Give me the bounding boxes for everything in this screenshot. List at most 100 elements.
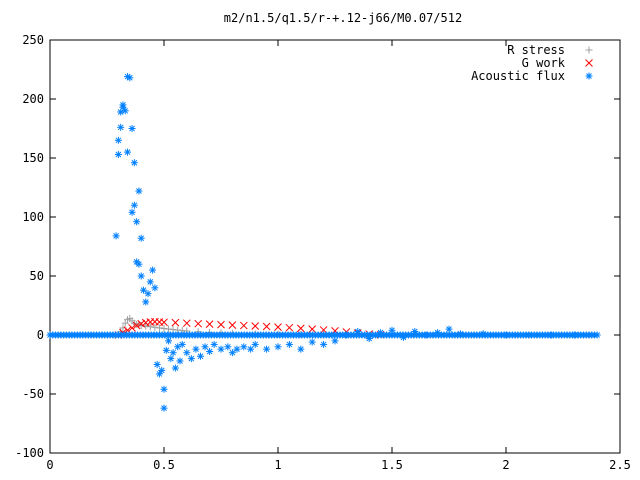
series-acoustic-flux	[46, 73, 601, 412]
data-point	[210, 340, 218, 348]
data-point	[135, 187, 143, 195]
y-tick-label: 0	[37, 328, 44, 342]
data-point	[146, 323, 154, 331]
data-point	[228, 349, 236, 357]
data-point	[548, 331, 556, 339]
data-point	[399, 333, 407, 341]
data-point	[274, 343, 282, 351]
data-point	[183, 349, 191, 357]
data-point	[167, 355, 175, 363]
legend-marker	[585, 46, 593, 54]
data-point	[201, 343, 209, 351]
data-point	[151, 284, 159, 292]
data-point	[158, 366, 166, 374]
data-point	[112, 232, 120, 240]
data-point	[297, 345, 305, 353]
data-point	[228, 321, 237, 329]
data-point	[160, 318, 168, 327]
data-point	[308, 338, 316, 346]
data-point	[126, 74, 134, 82]
legend-marker	[585, 59, 593, 67]
data-point	[153, 361, 161, 368]
y-tick-label: -50	[22, 387, 44, 401]
data-point	[160, 404, 168, 412]
data-point	[342, 331, 350, 339]
y-tick-label: -100	[15, 446, 44, 460]
data-point	[155, 324, 163, 332]
y-tick-label: 100	[22, 210, 44, 224]
data-point	[196, 352, 204, 360]
data-point	[320, 340, 328, 348]
data-point	[217, 345, 225, 353]
data-point	[121, 319, 129, 327]
data-point	[456, 330, 464, 338]
data-point	[137, 319, 146, 328]
x-tick-label: 2	[502, 458, 509, 472]
data-point	[169, 349, 177, 357]
data-point	[331, 337, 339, 345]
data-point	[171, 318, 180, 327]
x-tick-label: 1	[274, 458, 281, 472]
data-point	[194, 319, 203, 328]
data-point	[377, 329, 385, 337]
data-point	[296, 324, 305, 333]
data-point	[187, 355, 195, 363]
data-point	[137, 272, 145, 280]
data-point	[114, 150, 122, 158]
data-point	[206, 348, 214, 356]
data-point	[251, 322, 260, 330]
data-point	[525, 331, 533, 339]
data-point	[239, 321, 248, 330]
data-point	[114, 136, 122, 144]
data-point	[124, 148, 132, 156]
data-point	[192, 345, 200, 353]
data-point	[155, 370, 163, 378]
legend-marker	[585, 72, 593, 80]
y-tick-label: 250	[22, 33, 44, 47]
legend-label: R stress	[507, 43, 565, 57]
data-point	[130, 201, 138, 209]
data-point	[121, 107, 129, 115]
data-point	[135, 260, 143, 268]
x-tick-label: 2.5	[609, 458, 631, 472]
data-point	[224, 343, 232, 351]
data-point	[434, 329, 442, 337]
data-point	[162, 346, 170, 354]
data-point	[479, 330, 487, 338]
data-point	[142, 298, 150, 306]
data-point	[144, 290, 152, 298]
data-point	[132, 321, 141, 330]
plot-frame	[49, 39, 621, 454]
y-tick-label: 200	[22, 92, 44, 106]
data-point	[263, 345, 271, 353]
data-point	[388, 326, 396, 334]
y-tick-label: 150	[22, 151, 44, 165]
y-tick-label: 50	[30, 269, 44, 283]
data-point	[128, 125, 136, 132]
data-point	[308, 325, 317, 333]
data-point	[274, 323, 282, 331]
data-point	[593, 331, 601, 339]
data-point	[182, 319, 191, 328]
legend-label: G work	[522, 56, 566, 70]
data-point	[233, 345, 241, 353]
data-point	[171, 364, 179, 372]
data-point	[422, 331, 430, 339]
data-point	[445, 325, 453, 333]
data-point	[117, 123, 125, 131]
data-point	[285, 323, 294, 332]
data-point	[165, 337, 173, 345]
data-point	[354, 327, 362, 335]
data-point	[119, 101, 127, 109]
data-point	[160, 385, 168, 393]
data-point	[217, 320, 225, 329]
data-point	[262, 322, 271, 331]
x-tick-label: 1.5	[381, 458, 403, 472]
data-point	[151, 323, 159, 331]
data-point	[133, 218, 141, 226]
x-tick-label: 0.5	[153, 458, 175, 472]
x-tick-label: 0	[46, 458, 53, 472]
data-point	[160, 325, 168, 333]
data-point	[251, 340, 259, 348]
chart-title: m2/n1.5/q1.5/r-+.12-j66/M0.07/512	[224, 11, 462, 25]
